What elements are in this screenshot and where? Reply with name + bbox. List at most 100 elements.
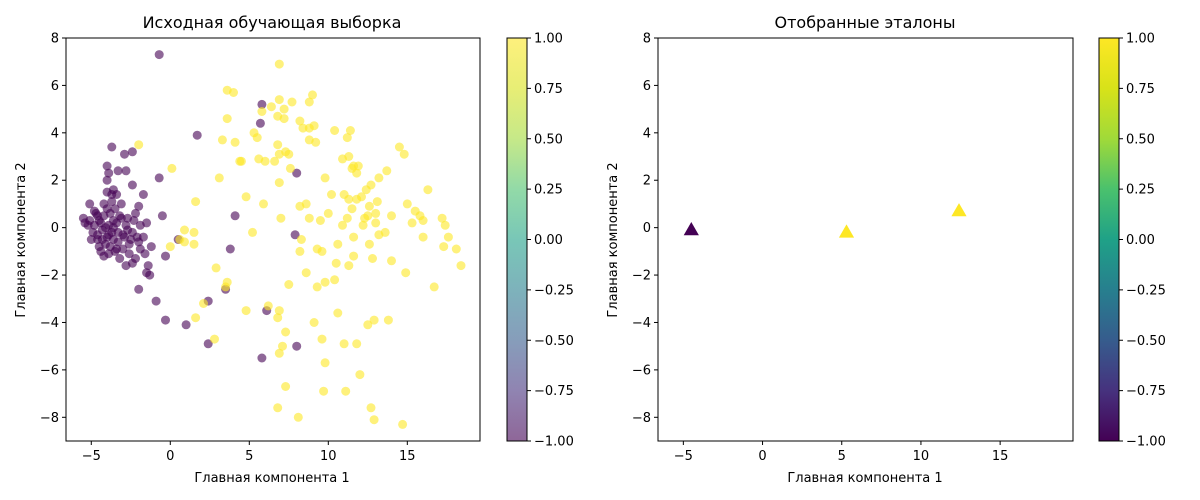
data-point-class-pos-86: [281, 382, 291, 391]
data-point-class-pos-106: [429, 282, 439, 292]
data-point-class-pos-85: [274, 348, 284, 358]
data-point-class-pos-145: [134, 140, 144, 150]
data-point-class-pos-138: [372, 197, 382, 207]
marks-right: [683, 203, 967, 238]
data-point-class-pos-39: [344, 152, 354, 161]
colorbar-tick-label: −0.25: [1126, 283, 1166, 298]
data-point-class-pos-6: [287, 97, 297, 107]
y-tick-label: 0: [51, 221, 59, 236]
x-ticks-left: −5 0 5 10 15: [82, 441, 416, 464]
data-point-class-pos-74: [221, 282, 231, 292]
data-point-class-neg-97: [146, 242, 156, 252]
x-ticks-right: −5 0 5 10 15: [674, 441, 1008, 464]
data-point-class-pos-87: [273, 403, 283, 413]
data-point-class-neg-104: [107, 190, 117, 199]
colorbar-tick-label: −0.25: [534, 283, 574, 298]
data-point-class-pos-9: [222, 114, 232, 124]
data-point-class-pos-104: [387, 256, 396, 266]
data-point-class-neg-33: [121, 166, 131, 176]
chart-title-right: Отобранные эталоны: [774, 13, 955, 32]
data-point-class-pos-103: [368, 254, 377, 263]
y-tick-label: −6: [632, 363, 651, 378]
data-point-class-pos-78: [241, 306, 251, 316]
data-point-class-pos-143: [323, 208, 333, 218]
x-axis-label-right: Главная компонента 1: [787, 471, 942, 486]
marks-left: [78, 50, 466, 429]
data-point-class-neg-1: [192, 130, 202, 140]
data-point-class-pos-88: [293, 412, 303, 422]
data-point-class-pos-0: [274, 59, 284, 69]
data-point-class-pos-114: [352, 339, 362, 349]
data-point-class-pos-26: [330, 126, 340, 135]
y-axis-label-left: Главная компонента 2: [14, 162, 29, 317]
data-point-class-neg-19: [142, 268, 152, 278]
data-point-class-neg-103: [121, 261, 131, 271]
data-point-class-pos-124: [360, 213, 370, 223]
data-point-class-neg-20: [143, 261, 153, 271]
x-tick-label: 0: [758, 449, 766, 464]
x-tick-label: −5: [82, 449, 101, 464]
data-point-class-neg-15: [161, 315, 170, 325]
data-point-class-pos-48: [259, 199, 268, 209]
data-point-class-pos-97: [296, 235, 306, 244]
data-point-class-pos-79: [263, 301, 273, 311]
data-point-class-neg-2: [257, 99, 267, 109]
data-point-class-neg-29: [127, 147, 137, 157]
data-point-class-pos-132: [418, 232, 428, 242]
data-point-class-pos-83: [281, 327, 291, 337]
data-point-class-pos-69: [180, 237, 189, 247]
data-point-class-pos-93: [320, 277, 330, 287]
data-point-class-pos-47: [241, 192, 251, 202]
data-point-class-pos-12: [273, 111, 283, 121]
data-point-class-pos-75: [199, 299, 208, 308]
data-point-class-pos-129: [276, 213, 286, 223]
axes-frame-left: [65, 37, 481, 442]
x-tick-label: 5: [245, 449, 253, 464]
data-point-class-neg-68: [115, 211, 125, 221]
data-point-class-pos-91: [317, 334, 327, 344]
colorbar-tick-label: −1.00: [534, 435, 574, 450]
colorbar-gradient-right: [1099, 38, 1119, 441]
data-point-class-neg-108: [93, 211, 103, 221]
panel-right: Отобранные эталоны −5 0 5 10 15 −8 −6 −4 −2 0 2 4 6…: [606, 13, 1074, 486]
x-tick-label: 10: [320, 449, 337, 464]
data-point-class-pos-29: [394, 142, 404, 152]
colorbar-tick-label: −0.75: [1126, 384, 1166, 399]
data-point-class-pos-46: [214, 173, 224, 183]
data-point-class-neg-93: [107, 197, 117, 207]
data-point-class-neg-27: [127, 180, 137, 190]
data-point-class-pos-113: [363, 320, 373, 330]
data-point-class-pos-65: [191, 197, 201, 207]
data-point-class-pos-118: [341, 386, 351, 396]
data-point-class-neg-92: [102, 204, 112, 214]
data-point-class-pos-8: [308, 90, 317, 100]
x-axis-label-left: Главная компонента 1: [194, 471, 349, 486]
data-point-class-pos-112: [369, 315, 379, 325]
data-point-class-pos-57: [371, 218, 381, 228]
data-point-class-neg-35: [104, 168, 114, 178]
colorbar-tick-label: 0.75: [1126, 82, 1155, 97]
data-point-class-pos-82: [273, 313, 283, 323]
data-point-class-pos-134: [248, 227, 257, 237]
data-point-class-neg-107: [104, 230, 114, 240]
data-point-class-neg-16: [151, 296, 161, 306]
colorbar-right: −1.00 −0.75 −0.50 −0.25 0.00 0.25 0.50 0.75 1.00: [1098, 32, 1166, 450]
data-point-class-neg-12: [203, 339, 213, 349]
colorbar-tick-label: −1.00: [1126, 435, 1166, 450]
data-point-class-neg-36: [102, 175, 112, 185]
data-point-class-pos-34: [270, 156, 280, 166]
data-point-class-pos-49: [274, 178, 284, 188]
data-point-class-pos-128: [315, 216, 325, 225]
y-tick-label: −6: [40, 363, 59, 378]
data-point-class-pos-95: [301, 268, 311, 278]
data-point-class-pos-139: [327, 190, 336, 199]
y-tick-label: −2: [40, 269, 59, 284]
data-point-class-neg-23: [157, 211, 167, 221]
data-point-class-neg-67: [110, 204, 120, 214]
data-point-class-pos-98: [333, 239, 343, 249]
data-point-class-neg-34: [102, 161, 112, 171]
data-point-class-pos-101: [349, 251, 359, 261]
y-tick-label: 6: [51, 79, 59, 94]
data-point-class-pos-100: [344, 261, 354, 271]
data-point-class-neg-102: [94, 242, 104, 252]
